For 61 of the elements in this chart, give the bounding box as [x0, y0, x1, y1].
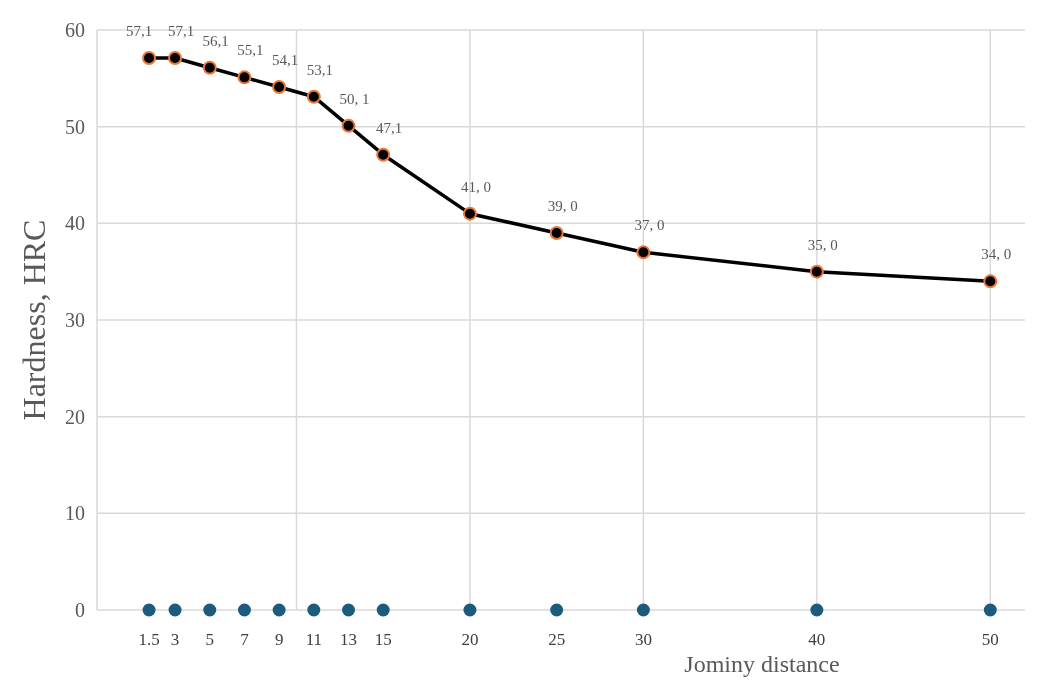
- data-label: 53,1: [306, 61, 333, 78]
- point: [549, 226, 564, 240]
- data-label: 41, 0: [460, 178, 491, 195]
- point: [306, 89, 321, 104]
- point: [168, 51, 183, 66]
- data-label: 57,1: [167, 23, 195, 40]
- y-tick-label: 40: [65, 212, 85, 235]
- x-tick-label: 7: [240, 630, 250, 649]
- data-label: 55,1: [237, 42, 264, 59]
- data-label: 57,1: [125, 23, 153, 40]
- point: [810, 603, 824, 617]
- data-label: 50, 1: [339, 90, 370, 107]
- x-tick-label: 5: [205, 630, 214, 649]
- point: [342, 603, 356, 617]
- data-label: 56,1: [202, 32, 229, 49]
- point: [550, 603, 564, 617]
- point: [142, 51, 157, 66]
- point: [142, 603, 156, 617]
- x-tick-label: 40: [808, 630, 826, 649]
- point: [376, 603, 390, 617]
- point: [463, 603, 477, 617]
- point: [237, 70, 252, 85]
- data-label: 47,1: [376, 119, 403, 136]
- point: [272, 603, 286, 617]
- y-tick-label: 50: [65, 115, 85, 138]
- y-tick-label: 60: [65, 19, 85, 41]
- data-label: 54,1: [272, 52, 299, 69]
- point: [202, 60, 217, 75]
- y-tick-label: 10: [65, 502, 85, 525]
- point: [376, 147, 391, 162]
- data-label: 37, 0: [634, 217, 665, 234]
- y-tick-label: 20: [65, 405, 85, 428]
- y-tick-label: 0: [75, 599, 85, 621]
- x-tick-label: 3: [170, 630, 180, 649]
- x-tick-label: 50: [981, 630, 999, 649]
- x-tick-label: 30: [634, 630, 652, 649]
- point: [809, 264, 824, 279]
- point: [983, 274, 998, 289]
- data-label: 35, 0: [807, 236, 838, 253]
- y-axis-title: Hardness, HRC: [16, 219, 52, 421]
- point: [307, 603, 321, 617]
- point: [462, 206, 477, 221]
- x-tick-label: 9: [274, 630, 284, 649]
- data-label: 34, 0: [981, 246, 1012, 263]
- x-tick-label: 13: [340, 630, 358, 649]
- point: [203, 603, 217, 617]
- x-tick-label: 11: [305, 630, 323, 649]
- point: [983, 603, 997, 617]
- point: [636, 603, 650, 617]
- point: [272, 80, 287, 95]
- point: [341, 118, 356, 133]
- point: [636, 245, 651, 260]
- point: [237, 603, 251, 617]
- x-tick-label: 15: [374, 630, 392, 649]
- x-tick-label: 20: [461, 630, 479, 649]
- x-axis-title: Jominy distance: [684, 651, 840, 677]
- x-tick-label: 1.5: [138, 630, 160, 649]
- point: [168, 603, 182, 617]
- data-label: 39, 0: [547, 198, 578, 214]
- y-tick-label: 30: [65, 309, 85, 331]
- x-tick-label: 25: [548, 630, 566, 649]
